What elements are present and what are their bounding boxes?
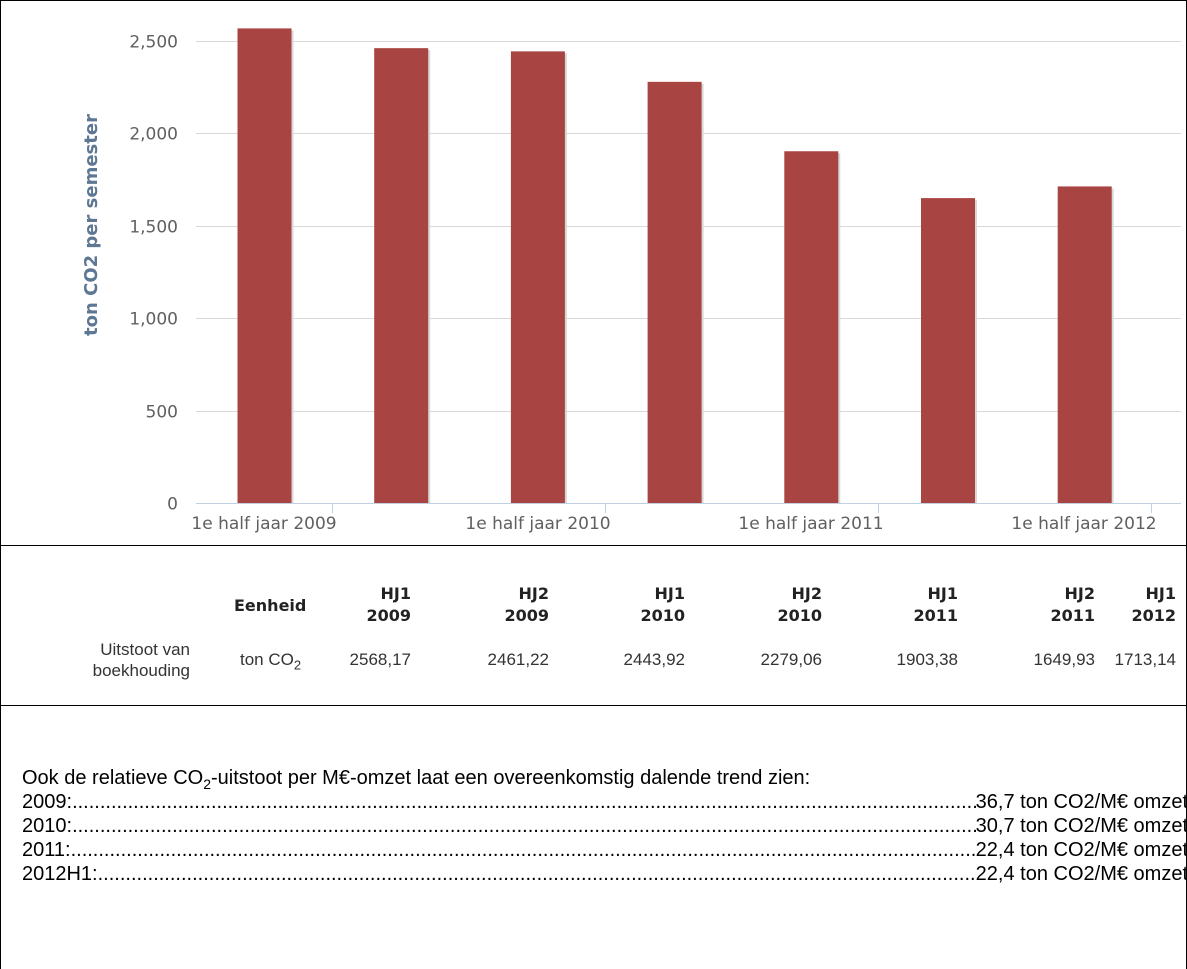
table-header-period: HJ1 2010 [640,584,685,625]
table-cell-value: 1713,14 [1114,650,1176,669]
bar[interactable] [237,28,292,503]
x-tick-label: 1e half jaar 2011 [738,514,883,534]
table-cell-value: 2568,17 [349,650,411,669]
y-axis-ticks: 0 500 1,000 1,500 2,000 2,500 [129,33,178,515]
table-cell-value: 2461,22 [487,650,549,669]
intro-subscript: 2 [203,776,211,792]
dot-leader: ........................................… [72,791,976,813]
x-tick-label: 1e half jaar 2012 [1011,514,1156,534]
y-tick-label: 1,500 [129,218,178,238]
x-axis-ticks: 1e half jaar 2009 1e half jaar 2010 1e hal… [191,503,1157,534]
row-year-label: 2010: [22,815,73,837]
table-cell-value: 1649,93 [1033,650,1095,669]
bar[interactable] [784,151,839,503]
co2-ratio-row: 2009:...................................… [22,790,1187,814]
dot-leader: ........................................… [97,863,976,885]
table-row-label: Uitstoot van boekhouding [40,639,190,681]
unit-subscript: 2 [293,657,302,673]
row-label-line2: boekhouding [92,661,190,680]
row-year-label: 2011: [22,839,71,861]
bars [237,28,1114,504]
intro-text-1: Ook de relatieve CO [22,767,204,789]
table-cell-value: 2279,06 [760,650,822,669]
row-value: 22,4 ton CO2/M€ omzet [975,863,1187,885]
intro-text-2: -uitstoot per M€-omzet laat een overeenk… [211,767,811,789]
row-label-line1: Uitstoot van [100,640,190,659]
row-value: 30,7 ton CO2/M€ omzet [975,815,1187,837]
co2-ratio-row: 2010:...................................… [22,814,1187,838]
co2-ratio-row: 2011:...................................… [22,838,1187,862]
row-value: 22,4 ton CO2/M€ omzet [975,839,1187,861]
row-year-label: 2012H1: [22,863,98,885]
co2-ratio-row: 2012H1:.................................… [22,862,1187,886]
table-header-period: HJ1 2011 [913,584,958,625]
table-header-period: HJ1 2009 [366,584,411,625]
table-header-period: HJ2 2011 [1050,584,1095,625]
bar-chart: 0 500 1,000 1,500 2,000 2,500 1e half jaar 20… [81,28,1181,534]
table-header-period: HJ2 2010 [777,584,822,625]
table-cell-value: 1903,38 [896,650,958,669]
bar[interactable] [510,51,565,503]
y-tick-label: 0 [167,495,178,515]
table-unit-cell: ton CO2 [240,649,301,676]
table-cell-value: 2443,92 [623,650,685,669]
table-header-period: HJ2 2009 [504,584,549,625]
x-tick-label: 1e half jaar 2009 [191,514,336,534]
row-value: 36,7 ton CO2/M€ omzet [975,791,1187,813]
intro-paragraph: Ook de relatieve CO2-uitstoot per M€-omz… [22,766,810,796]
dot-leader: ........................................… [72,815,976,837]
y-axis-title: ton CO2 per semester [81,114,102,336]
data-table: Eenheid Uitstoot van boekhouding ton CO2… [0,545,1187,705]
dot-leader: ........................................… [70,839,976,861]
bar[interactable] [374,48,429,504]
unit-main: ton CO [240,650,294,669]
y-tick-label: 1,000 [129,310,178,330]
x-tick-label: 1e half jaar 2010 [465,514,610,534]
y-tick-label: 2,500 [129,33,178,53]
row-year-label: 2009: [22,791,73,813]
bar[interactable] [921,198,975,503]
y-tick-label: 500 [146,403,178,423]
bar[interactable] [647,81,702,503]
table-header-period: HJ1 2012 [1131,584,1176,625]
bar[interactable] [1057,186,1112,503]
table-header-unit: Eenheid [234,596,307,615]
y-tick-label: 2,000 [129,125,178,145]
